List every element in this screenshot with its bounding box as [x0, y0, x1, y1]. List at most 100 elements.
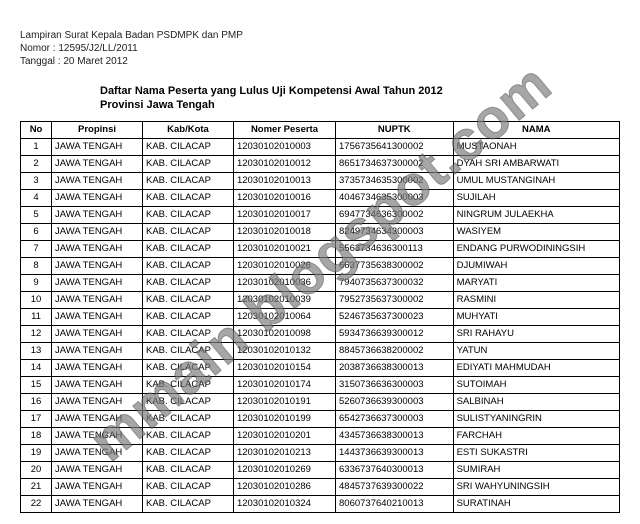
table-cell: WASIYEM	[453, 224, 619, 241]
table-cell: SURATINAH	[453, 496, 619, 513]
table-cell: 12030102010039	[233, 292, 335, 309]
table-cell: JAWA TENGAH	[52, 156, 143, 173]
table-cell: 7952735637300002	[336, 292, 454, 309]
table-cell: 4345736638300013	[336, 428, 454, 445]
table-cell: KAB. CILACAP	[143, 462, 234, 479]
table-cell: YATUN	[453, 343, 619, 360]
table-cell: JAWA TENGAH	[52, 360, 143, 377]
table-cell: SRI RAHAYU	[453, 326, 619, 343]
table-cell: RASMINI	[453, 292, 619, 309]
table-cell: 12030102010018	[233, 224, 335, 241]
table-cell: 5563734636300113	[336, 241, 454, 258]
table-cell: JAWA TENGAH	[52, 241, 143, 258]
table-cell: 16	[21, 394, 52, 411]
table-cell: SUMIRAH	[453, 462, 619, 479]
table-cell: KAB. CILACAP	[143, 377, 234, 394]
table-cell: KAB. CILACAP	[143, 343, 234, 360]
table-cell: JAWA TENGAH	[52, 173, 143, 190]
table-cell: KAB. CILACAP	[143, 173, 234, 190]
table-cell: 12030102010064	[233, 309, 335, 326]
table-body: 1JAWA TENGAHKAB. CILACAP1203010201000317…	[21, 139, 620, 513]
col-header-nuptk: NUPTK	[336, 122, 454, 139]
table-row: 7JAWA TENGAHKAB. CILACAP1203010201002155…	[21, 241, 620, 258]
table-cell: 3	[21, 173, 52, 190]
table-row: 5JAWA TENGAHKAB. CILACAP1203010201001769…	[21, 207, 620, 224]
table-cell: 12030102010012	[233, 156, 335, 173]
table-cell: KAB. CILACAP	[143, 190, 234, 207]
table-row: 14JAWA TENGAHKAB. CILACAP120301020101542…	[21, 360, 620, 377]
table-cell: ENDANG PURWODININGSIH	[453, 241, 619, 258]
table-cell: NINGRUM JULAEKHA	[453, 207, 619, 224]
table-cell: JAWA TENGAH	[52, 496, 143, 513]
header-line-3: Tanggal : 20 Maret 2012	[20, 56, 620, 67]
table-cell: 1	[21, 139, 52, 156]
table-cell: JAWA TENGAH	[52, 479, 143, 496]
table-cell: 19	[21, 445, 52, 462]
table-row: 19JAWA TENGAHKAB. CILACAP120301020102131…	[21, 445, 620, 462]
table-cell: SALBINAH	[453, 394, 619, 411]
table-cell: 12030102010098	[233, 326, 335, 343]
document-title: Daftar Nama Peserta yang Lulus Uji Kompe…	[100, 85, 620, 97]
table-row: 18JAWA TENGAHKAB. CILACAP120301020102014…	[21, 428, 620, 445]
table-cell: 8249734634300003	[336, 224, 454, 241]
document-title-block: Daftar Nama Peserta yang Lulus Uji Kompe…	[100, 85, 620, 111]
table-cell: DJUMIWAH	[453, 258, 619, 275]
table-cell: 12030102010013	[233, 173, 335, 190]
table-cell: 12030102010017	[233, 207, 335, 224]
table-cell: 8	[21, 258, 52, 275]
table-cell: 4	[21, 190, 52, 207]
table-cell: 6	[21, 224, 52, 241]
table-cell: KAB. CILACAP	[143, 275, 234, 292]
table-cell: 4845737639300022	[336, 479, 454, 496]
table-cell: JAWA TENGAH	[52, 275, 143, 292]
table-row: 9JAWA TENGAHKAB. CILACAP1203010201003679…	[21, 275, 620, 292]
table-cell: 12	[21, 326, 52, 343]
table-cell: 7	[21, 241, 52, 258]
col-header-kabkota: Kab/Kota	[143, 122, 234, 139]
table-cell: KAB. CILACAP	[143, 411, 234, 428]
table-cell: SULISTYANINGRIN	[453, 411, 619, 428]
table-cell: 12030102010199	[233, 411, 335, 428]
table-cell: 12030102010003	[233, 139, 335, 156]
table-row: 17JAWA TENGAHKAB. CILACAP120301020101996…	[21, 411, 620, 428]
table-cell: MARYATI	[453, 275, 619, 292]
table-cell: 13	[21, 343, 52, 360]
col-header-propinsi: Propinsi	[52, 122, 143, 139]
col-header-no: No	[21, 122, 52, 139]
table-row: 12JAWA TENGAHKAB. CILACAP120301020100985…	[21, 326, 620, 343]
table-cell: JAWA TENGAH	[52, 224, 143, 241]
table-cell: 14	[21, 360, 52, 377]
table-cell: 12030102010191	[233, 394, 335, 411]
table-cell: 12030102010286	[233, 479, 335, 496]
table-cell: JAWA TENGAH	[52, 292, 143, 309]
col-header-nomer: Nomer Peserta	[233, 122, 335, 139]
table-cell: 7940735637300032	[336, 275, 454, 292]
table-cell: KAB. CILACAP	[143, 309, 234, 326]
table-cell: 21	[21, 479, 52, 496]
table-cell: 3150736636300003	[336, 377, 454, 394]
table-cell: 4046734635300003	[336, 190, 454, 207]
table-cell: JAWA TENGAH	[52, 326, 143, 343]
table-cell: 6637735638300002	[336, 258, 454, 275]
table-cell: FARCHAH	[453, 428, 619, 445]
table-cell: 12030102010324	[233, 496, 335, 513]
table-cell: 5	[21, 207, 52, 224]
table-row: 22JAWA TENGAHKAB. CILACAP120301020103248…	[21, 496, 620, 513]
table-header-row: No Propinsi Kab/Kota Nomer Peserta NUPTK…	[21, 122, 620, 139]
table-cell: JAWA TENGAH	[52, 394, 143, 411]
table-cell: MUSTAONAH	[453, 139, 619, 156]
table-cell: KAB. CILACAP	[143, 224, 234, 241]
table-cell: KAB. CILACAP	[143, 139, 234, 156]
table-cell: 11	[21, 309, 52, 326]
table-cell: EDIYATI MAHMUDAH	[453, 360, 619, 377]
table-cell: 5260736639300003	[336, 394, 454, 411]
table-cell: 12030102010201	[233, 428, 335, 445]
table-cell: 5246735637300023	[336, 309, 454, 326]
table-cell: 1443736639300013	[336, 445, 454, 462]
table-cell: KAB. CILACAP	[143, 241, 234, 258]
table-cell: JAWA TENGAH	[52, 207, 143, 224]
table-cell: SRI WAHYUNINGSIH	[453, 479, 619, 496]
table-cell: 6947734636300002	[336, 207, 454, 224]
table-row: 21JAWA TENGAHKAB. CILACAP120301020102864…	[21, 479, 620, 496]
table-cell: JAWA TENGAH	[52, 309, 143, 326]
